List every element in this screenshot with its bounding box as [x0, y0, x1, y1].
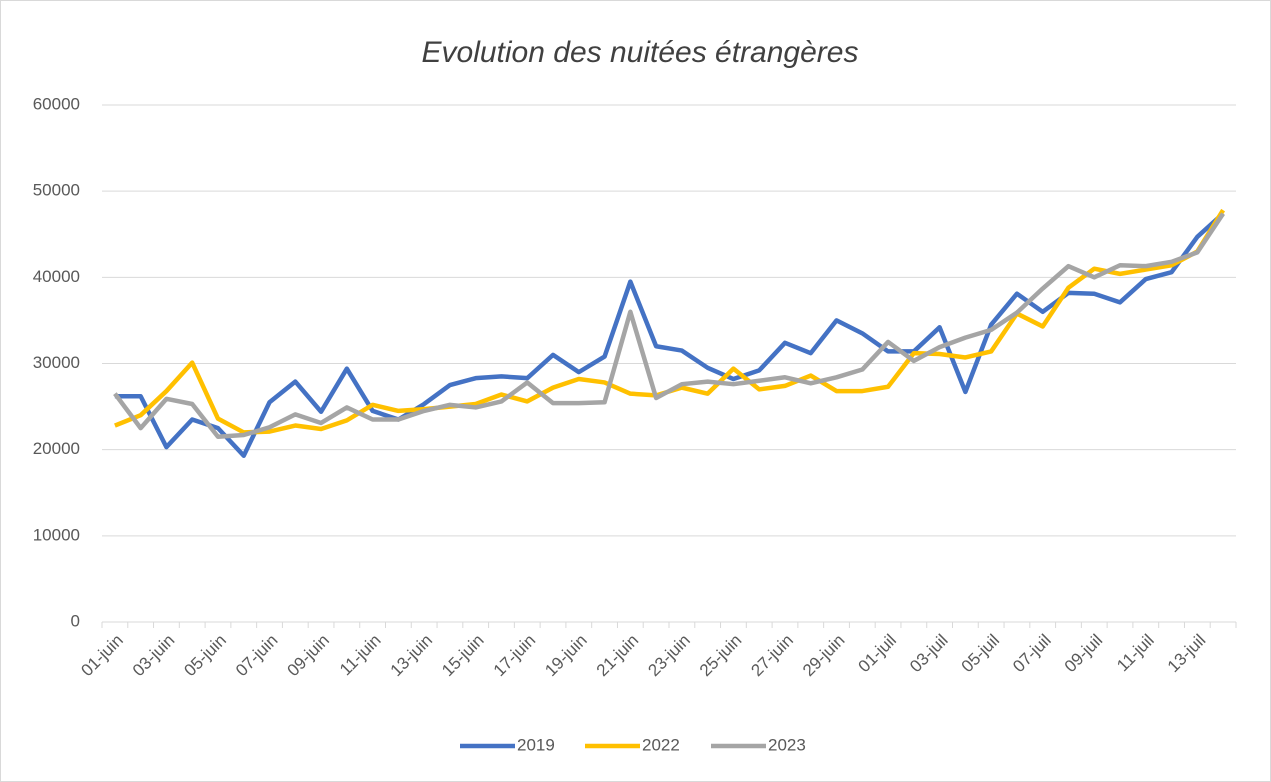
series-line [114, 211, 1225, 458]
y-tick-label: 20000 [33, 439, 80, 458]
y-tick-label: 0 [71, 611, 80, 630]
y-tick-label: 60000 [33, 94, 80, 113]
series-line [113, 212, 1225, 439]
chart-title: Evolution des nuitées étrangères [422, 36, 859, 69]
legend-label: 2022 [642, 735, 680, 754]
legend-label: 2019 [517, 735, 555, 754]
y-tick-label: 40000 [33, 267, 80, 286]
y-tick-label: 30000 [33, 353, 80, 372]
y-tick-label: 10000 [33, 525, 80, 544]
y-tick-label: 50000 [33, 181, 80, 200]
legend-label: 2023 [768, 735, 806, 754]
